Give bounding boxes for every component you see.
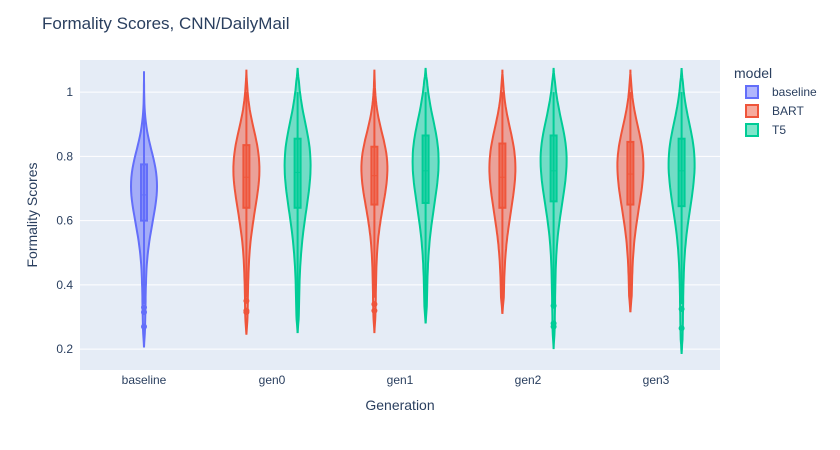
legend-swatch xyxy=(745,85,759,99)
legend-item-bart[interactable]: BART xyxy=(745,104,804,118)
violin-box xyxy=(140,163,148,222)
violin-box xyxy=(626,140,635,206)
y-tick-label: 1 xyxy=(66,85,73,99)
outlier-point xyxy=(243,297,250,304)
y-tick-label: 0.8 xyxy=(56,149,73,163)
x-axis-title: Generation xyxy=(365,397,434,413)
violin-T5-gen0 xyxy=(283,67,312,334)
violin-BART-gen0 xyxy=(232,69,261,335)
legend-item-baseline[interactable]: baseline xyxy=(745,85,817,99)
chart-title: Formality Scores, CNN/DailyMail xyxy=(42,14,289,33)
x-tick-label: gen0 xyxy=(259,373,286,387)
legend-item-t5[interactable]: T5 xyxy=(745,123,786,137)
legend-label: baseline xyxy=(772,85,817,99)
violin-box xyxy=(677,137,686,208)
violin-box xyxy=(421,134,430,204)
violin-BART-gen2 xyxy=(488,69,517,314)
outlier-point xyxy=(371,301,378,308)
x-tick-label: gen2 xyxy=(515,373,542,387)
y-tick-label: 0.6 xyxy=(56,214,73,228)
violin-baseline-baseline xyxy=(129,71,159,348)
y-tick-label: 0.4 xyxy=(56,278,73,292)
outlier-point xyxy=(550,323,557,330)
y-axis-title: Formality Scores xyxy=(24,162,40,267)
violin-box xyxy=(549,134,558,203)
plot-area xyxy=(80,60,720,370)
outlier-point xyxy=(141,309,147,316)
violin-BART-gen3 xyxy=(616,69,645,313)
violin-T5-gen2 xyxy=(539,67,568,350)
violin-box xyxy=(242,144,251,209)
violin-T5-gen3 xyxy=(667,67,696,354)
x-tick-label: gen3 xyxy=(643,373,670,387)
x-axis-ticks: baseline gen0 gen1 gen2 gen3 xyxy=(122,373,670,387)
outlier-point xyxy=(678,305,685,312)
gridlines xyxy=(80,91,720,350)
outlier-point xyxy=(371,307,378,314)
violin-box xyxy=(498,142,507,209)
outlier-point xyxy=(678,325,685,332)
violins xyxy=(129,67,696,354)
x-tick-label: baseline xyxy=(122,373,167,387)
outlier-point xyxy=(550,302,557,309)
outlier-point xyxy=(141,304,147,311)
violin-box xyxy=(293,137,302,209)
legend-swatch xyxy=(745,123,759,137)
y-axis-ticks: 0.2 0.4 0.6 0.8 1 xyxy=(56,85,73,356)
x-tick-label: gen1 xyxy=(387,373,414,387)
legend-label: T5 xyxy=(772,123,786,137)
legend-title: model xyxy=(734,65,772,81)
legend-label: BART xyxy=(772,104,804,118)
violin-BART-gen1 xyxy=(360,69,389,334)
legend-swatch xyxy=(745,104,759,118)
legend[interactable]: model baseline BART T5 xyxy=(734,65,817,137)
outlier-point xyxy=(141,323,147,330)
violin-T5-gen1 xyxy=(411,67,440,324)
y-tick-label: 0.2 xyxy=(56,342,73,356)
outlier-point xyxy=(243,309,250,316)
